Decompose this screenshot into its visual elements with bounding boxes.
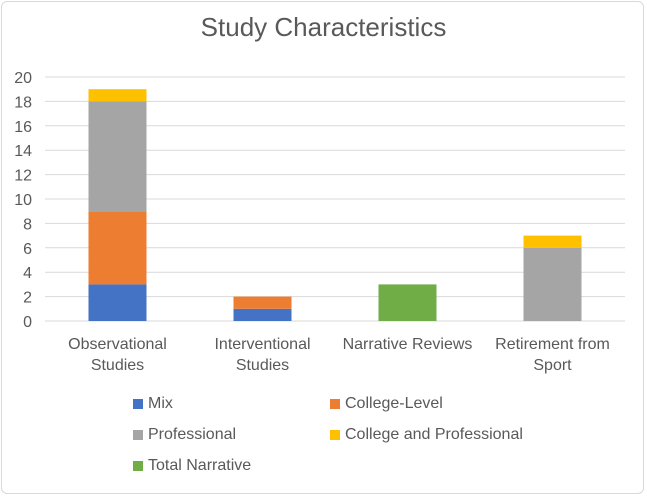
x-tick-label: Sport (533, 357, 572, 374)
legend-label: Professional (148, 426, 237, 443)
legend-label: College-Level (345, 395, 443, 412)
bar-segment (88, 101, 147, 212)
bar-segment (233, 308, 292, 321)
legend-swatch (133, 461, 143, 471)
x-tick-label: Studies (91, 357, 144, 374)
legend-label: College and Professional (345, 426, 523, 443)
y-tick-label: 12 (14, 168, 32, 185)
legend-item: Total Narrative (133, 457, 251, 475)
bar-segment (88, 211, 147, 285)
y-tick-label: 2 (23, 290, 32, 307)
y-tick-label: 18 (14, 94, 32, 111)
y-tick-label: 10 (14, 192, 32, 209)
bar-segment (523, 235, 582, 248)
bar-segment (88, 89, 147, 102)
y-tick-label: 16 (14, 119, 32, 136)
y-tick-label: 8 (23, 216, 32, 233)
y-tick-label: 14 (14, 143, 32, 160)
legend-swatch (133, 430, 143, 440)
chart-title: Study Characteristics (200, 12, 447, 42)
legend-item: Mix (133, 395, 173, 413)
x-tick-label: Retirement from (495, 336, 610, 353)
bar-segment (88, 284, 147, 321)
bar-segment (523, 247, 582, 321)
legend-swatch (330, 399, 340, 409)
y-tick-label: 4 (23, 265, 32, 282)
legend-label: Total Narrative (148, 457, 252, 474)
bar-segment (233, 296, 292, 309)
x-tick-label: Narrative Reviews (343, 336, 473, 353)
x-tick-label: Observational (68, 336, 167, 353)
legend-swatch (330, 430, 340, 440)
legend-item: Professional (133, 426, 236, 444)
x-tick-label: Interventional (214, 336, 310, 353)
x-tick-label: Studies (236, 357, 289, 374)
y-tick-label: 0 (23, 314, 32, 331)
y-tick-label: 20 (14, 70, 32, 87)
legend-item: College-Level (330, 395, 443, 413)
legend-label: Mix (148, 395, 173, 412)
bar-segment (378, 284, 437, 321)
legend-swatch (133, 399, 143, 409)
legend-item: College and Professional (330, 426, 523, 444)
y-tick-label: 6 (23, 241, 32, 258)
